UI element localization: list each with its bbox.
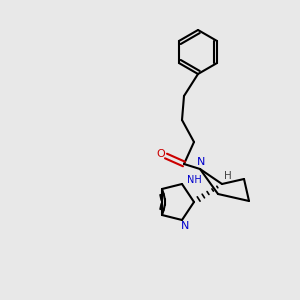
Text: N: N — [181, 221, 189, 231]
Text: NH: NH — [187, 175, 202, 185]
Text: O: O — [157, 149, 165, 159]
Text: N: N — [197, 157, 205, 167]
Text: H: H — [224, 171, 232, 181]
